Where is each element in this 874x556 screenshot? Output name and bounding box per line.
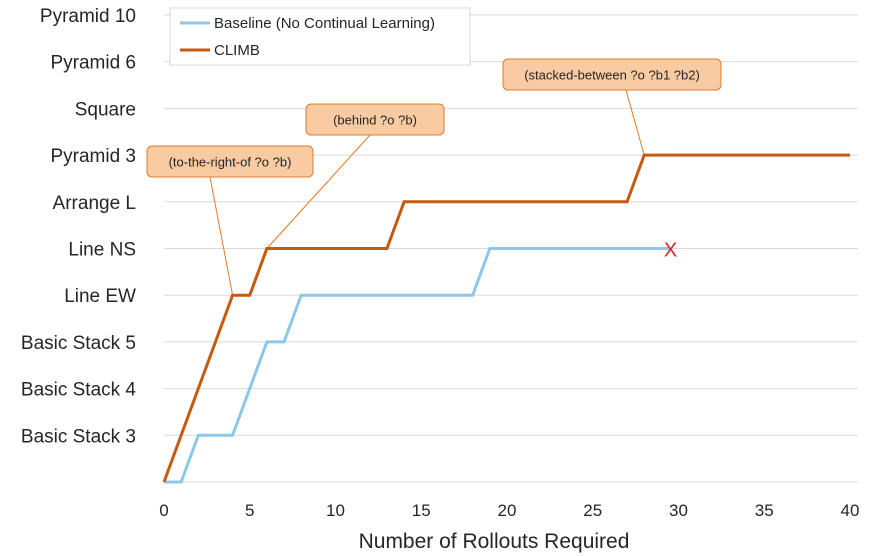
y-tick-label: Line EW (64, 286, 136, 307)
y-tick-label: Basic Stack 3 (21, 426, 136, 447)
y-tick-label: Square (75, 99, 136, 120)
annotation-leader-line (266, 134, 371, 249)
y-tick-label: Line NS (68, 240, 136, 261)
annotation-box (305, 103, 445, 136)
x-tick-label: 10 (326, 501, 345, 520)
y-tick-label: Pyramid 10 (40, 6, 136, 27)
annotation-leader-line (625, 89, 645, 156)
y-tick-label: Basic Stack 5 (21, 333, 136, 354)
y-axis-tick-labels: Basic Stack 3 Basic Stack 4 Basic Stack 5 L… (21, 6, 137, 447)
climb-series-line (162, 153, 850, 483)
y-tick-label: Pyramid 3 (50, 146, 136, 167)
x-tick-label: 25 (583, 501, 602, 520)
x-tick-label: 40 (841, 501, 860, 520)
x-tick-label: 30 (669, 501, 688, 520)
annotation-label: (to-the-right-of ?o ?b) (169, 155, 292, 170)
x-tick-label: 0 (159, 501, 168, 520)
y-tick-label: Pyramid 6 (50, 53, 136, 74)
annotation-box (502, 58, 722, 91)
annotation-label: (stacked-between ?o ?b1 ?b2) (524, 68, 700, 83)
legend-entry-label: CLIMB (214, 42, 260, 59)
baseline-series-line (164, 247, 670, 484)
x-axis-label: Number of Rollouts Required (359, 530, 630, 553)
annotation-leader-lines (209, 89, 645, 296)
annotation-label: (behind ?o ?b) (333, 113, 417, 128)
x-tick-label: 5 (245, 501, 254, 520)
x-axis-tick-labels: 0 5 10 15 20 25 30 35 40 (159, 501, 859, 520)
series-lines (162, 153, 850, 484)
annotation-leader-line (209, 176, 234, 296)
y-tick-label: Arrange L (53, 193, 136, 214)
failure-x-marker: X (664, 240, 677, 262)
annotation-box (146, 145, 314, 178)
series-end-markers: X (664, 240, 677, 262)
legend-box (169, 7, 471, 66)
x-tick-label: 15 (412, 501, 431, 520)
legend: Baseline (No Continual Learning) CLIMB (169, 7, 471, 66)
legend-entry-label: Baseline (No Continual Learning) (214, 15, 435, 32)
y-tick-label: Basic Stack 4 (21, 380, 137, 401)
x-tick-label: 35 (755, 501, 774, 520)
annotation-callouts: (to-the-right-of ?o ?b) (behind ?o ?b) (st… (146, 58, 722, 178)
x-tick-label: 20 (498, 501, 517, 520)
